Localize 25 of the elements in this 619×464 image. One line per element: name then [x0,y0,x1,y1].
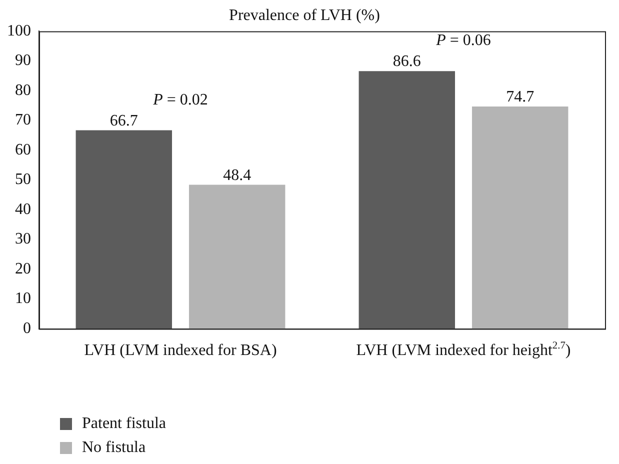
annotation: P = 0.06 [435,32,491,50]
data-label: 86.6 [392,53,421,70]
y-tick-label: 90 [15,52,31,70]
y-tick-label: 70 [15,112,31,129]
y-tick-label: 20 [15,260,31,278]
y-tick-label: 100 [7,22,31,40]
chart-title: Prevalence of LVH (%) [229,6,380,24]
bar [358,71,456,329]
data-label: 48.4 [223,166,252,184]
y-tick-label: 40 [15,200,31,218]
annotation: P = 0.02 [152,91,208,108]
y-tick-label: 10 [15,290,31,308]
data-label: 74.7 [506,88,534,106]
y-tick-label: 0 [23,320,31,338]
y-tick-label: 50 [15,171,31,188]
x-tick-label: LVH (LVM indexed for BSA) [84,342,277,359]
bar [472,106,568,329]
bar [76,130,172,329]
y-tick-label: 80 [15,82,31,99]
y-tick-label: 60 [15,141,31,158]
y-tick-label: 30 [15,230,31,248]
bar [188,184,286,329]
legend-label: Patent fistula [82,415,166,433]
data-label: 66.7 [110,112,138,130]
legend-label: No fistula [82,439,146,457]
